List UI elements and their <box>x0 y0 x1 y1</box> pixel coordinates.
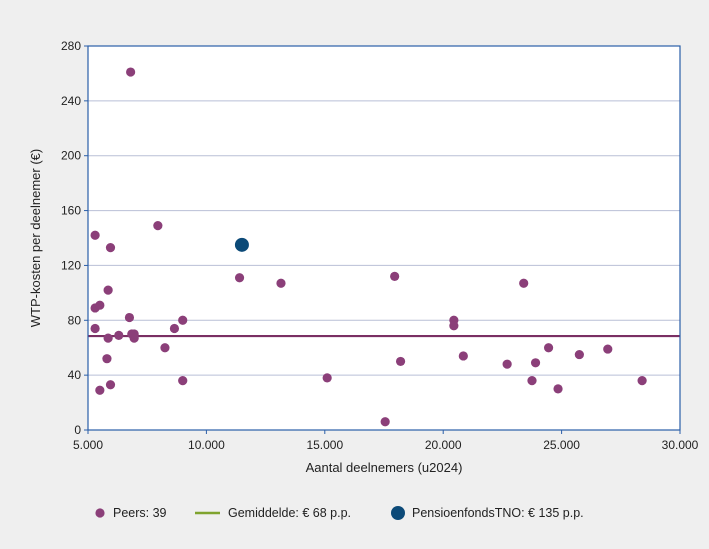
legend-highlight-marker <box>391 506 405 520</box>
peer-point <box>553 384 563 394</box>
peer-point <box>153 221 163 231</box>
peer-point <box>114 330 124 340</box>
peer-point <box>234 273 245 283</box>
y-tick-label: 120 <box>61 258 81 272</box>
peer-point <box>637 376 647 386</box>
points-layer <box>90 67 647 427</box>
peer-point <box>129 329 139 339</box>
peer-point <box>95 385 105 395</box>
x-axis-title: Aantal deelnemers (u2024) <box>306 460 463 475</box>
peer-point <box>160 343 170 353</box>
plot-background <box>88 46 680 430</box>
peer-point <box>519 278 529 288</box>
y-tick-label: 0 <box>74 423 81 437</box>
peer-point <box>502 359 512 369</box>
peer-point <box>543 343 554 353</box>
y-tick-label: 160 <box>61 204 81 218</box>
peer-point <box>102 354 112 364</box>
peer-point <box>103 333 113 343</box>
peer-point <box>90 230 100 240</box>
legend: Peers: 39 Gemiddelde: € 68 p.p. Pensioenfo… <box>95 506 584 520</box>
legend-peers-marker <box>95 508 105 518</box>
y-tick-label: 40 <box>68 368 82 382</box>
tick-labels: 0 40 80 120 160 200 240 280 5.000 10.000 15.000 20.… <box>61 39 699 452</box>
x-tick-label: 25.000 <box>543 438 580 452</box>
peer-point <box>105 380 116 390</box>
legend-average-label: Gemiddelde: € 68 p.p. <box>228 506 351 520</box>
peer-point <box>574 349 584 360</box>
peer-point <box>458 351 468 361</box>
peer-point <box>124 312 135 323</box>
peer-point <box>95 300 105 310</box>
y-tick-label: 80 <box>68 313 82 327</box>
legend-highlight-label: PensioenfondsTNO: € 135 p.p. <box>412 506 584 520</box>
peer-point <box>322 373 332 383</box>
x-tick-label: 20.000 <box>425 438 462 452</box>
y-tick-label: 240 <box>61 94 81 108</box>
axis-layer <box>84 45 681 434</box>
peer-point <box>126 67 136 77</box>
peer-point <box>603 344 613 354</box>
x-tick-label: 15.000 <box>306 438 343 452</box>
x-tick-label: 10.000 <box>188 438 225 452</box>
peer-point <box>90 323 100 334</box>
peer-point <box>105 243 116 253</box>
x-tick-label: 30.000 <box>662 438 699 452</box>
highlight-point <box>234 237 249 252</box>
peer-point <box>103 285 113 295</box>
peer-point <box>530 358 541 368</box>
peer-point <box>395 356 406 367</box>
peer-point <box>169 323 180 334</box>
peer-point <box>276 278 286 288</box>
y-axis-title: WTP-kosten per deelnemer (€) <box>28 149 43 327</box>
peer-point <box>449 321 459 331</box>
peer-point <box>390 271 400 281</box>
peer-point <box>527 376 537 386</box>
peer-point <box>178 376 188 386</box>
legend-peers-label: Peers: 39 <box>113 506 167 520</box>
peer-point <box>380 417 390 427</box>
peer-point <box>178 315 188 325</box>
y-tick-label: 280 <box>61 39 81 53</box>
x-tick-label: 5.000 <box>73 438 103 452</box>
plot-frame <box>87 45 681 431</box>
y-tick-label: 200 <box>61 149 81 163</box>
